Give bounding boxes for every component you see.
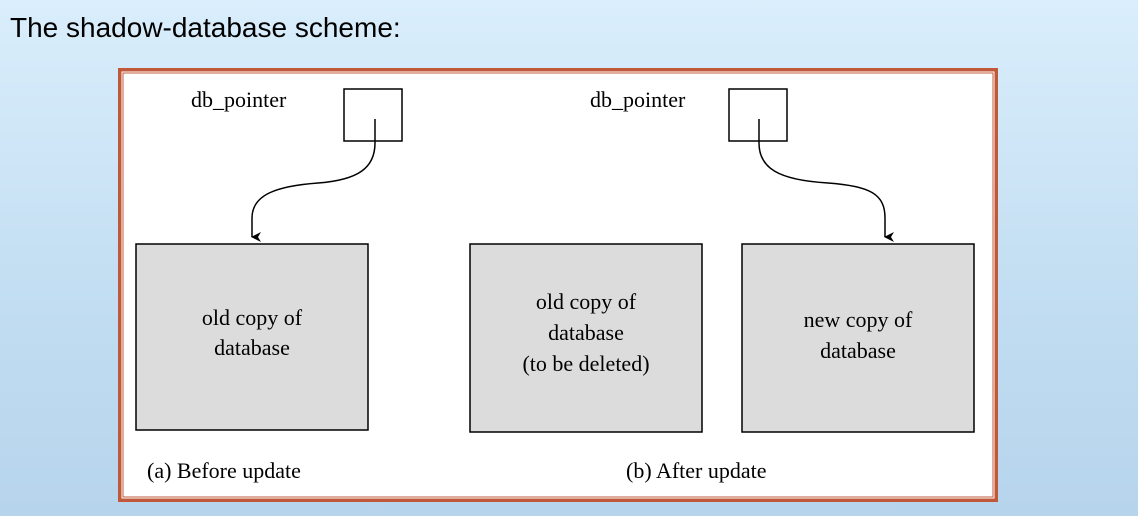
old-copy-b-line-1: old copy of bbox=[536, 289, 637, 314]
old-copy-b-line-2: database bbox=[548, 320, 624, 345]
pointer-arrow-a bbox=[251, 119, 376, 242]
frame-inner-line bbox=[122, 72, 994, 498]
db-pointer-label-b: db_pointer bbox=[590, 87, 686, 112]
new-copy-b-line-2: database bbox=[820, 338, 896, 363]
frame-thick-line bbox=[118, 68, 998, 502]
new-copy-box-b bbox=[741, 243, 975, 433]
caption-after-update: (b) After update bbox=[626, 458, 767, 483]
db-pointer-label-a: db_pointer bbox=[191, 87, 287, 112]
diagram-canvas: db_pointer old copy of database (a) Befo… bbox=[118, 68, 998, 502]
panel-after-update: db_pointer old copy of database (to be d… bbox=[469, 87, 975, 483]
pointer-arrow-b bbox=[758, 119, 894, 242]
old-copy-a-line-1: old copy of bbox=[202, 305, 303, 330]
old-copy-b-line-3: (to be deleted) bbox=[522, 351, 649, 376]
slide-title: The shadow-database scheme: bbox=[10, 12, 401, 43]
db-pointer-box-b bbox=[728, 88, 788, 142]
panel-before-update: db_pointer old copy of database (a) Befo… bbox=[135, 87, 403, 483]
shadow-database-figure: db_pointer old copy of database (a) Befo… bbox=[118, 68, 998, 502]
db-pointer-box-a bbox=[343, 88, 403, 142]
old-copy-a-line-2: database bbox=[214, 335, 290, 360]
old-copy-box-a bbox=[135, 243, 369, 431]
caption-before-update: (a) Before update bbox=[147, 458, 301, 483]
new-copy-b-line-1: new copy of bbox=[804, 307, 913, 332]
old-copy-box-b bbox=[469, 243, 703, 433]
